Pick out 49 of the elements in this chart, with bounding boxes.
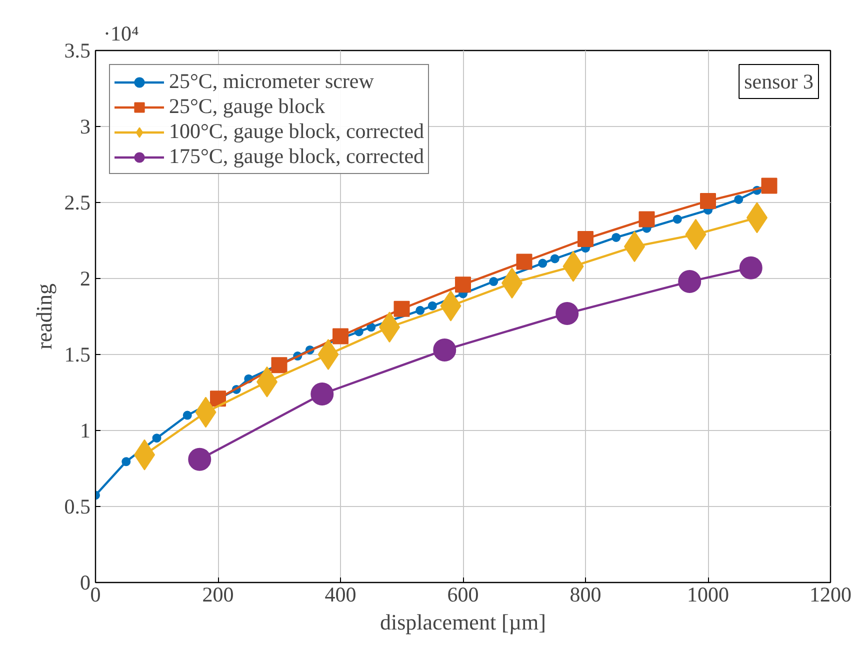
point [638, 211, 655, 228]
point [538, 258, 548, 268]
x-tick-label: 800 [570, 582, 602, 606]
y-tick-label: 1.5 [64, 342, 90, 366]
point [455, 276, 471, 293]
point [739, 256, 762, 280]
x-tick-label: 600 [447, 582, 479, 606]
point [556, 302, 579, 325]
point [433, 338, 456, 362]
point [516, 254, 532, 270]
y-tick-label: 2 [80, 266, 90, 290]
point [271, 357, 288, 374]
point [734, 194, 744, 204]
point [366, 322, 376, 332]
x-tick-label: 1200 [810, 582, 852, 606]
point [210, 390, 226, 407]
point [578, 230, 594, 247]
y-axis-title: reading [31, 284, 56, 350]
point [612, 232, 621, 242]
point [700, 192, 716, 209]
x-tick-label: 400 [324, 582, 356, 606]
point [672, 214, 682, 224]
legend-label: 175°C, gauge block, corrected [169, 144, 424, 169]
point [332, 328, 348, 344]
point [152, 434, 162, 443]
x-tick-label: 1000 [687, 582, 729, 606]
point [416, 306, 425, 315]
point [182, 410, 192, 420]
point [761, 178, 778, 194]
point [678, 270, 702, 294]
point [188, 448, 212, 471]
text: ·10⁴ [104, 22, 139, 46]
point [122, 457, 131, 466]
legend-label: 100°C, gauge block, corrected [169, 119, 424, 144]
point [310, 382, 334, 406]
x-axis-title: displacement [µm] [380, 610, 546, 634]
x-tick-label: 200 [202, 582, 234, 606]
y-tick-label: 1 [80, 418, 90, 442]
y-tick-label: 3 [80, 114, 90, 138]
point [428, 301, 437, 310]
y-tick-label: 0.5 [64, 494, 90, 518]
annotation: sensor 3 [744, 70, 814, 94]
point [550, 254, 560, 264]
point [394, 300, 410, 317]
y-tick-label: 2.5 [64, 190, 90, 214]
legend-label: 25°C, micrometer screw [169, 69, 374, 94]
legend-label: 25°C, gauge block [169, 94, 325, 119]
point [489, 277, 498, 286]
y-tick-label: 3.5 [64, 38, 90, 62]
